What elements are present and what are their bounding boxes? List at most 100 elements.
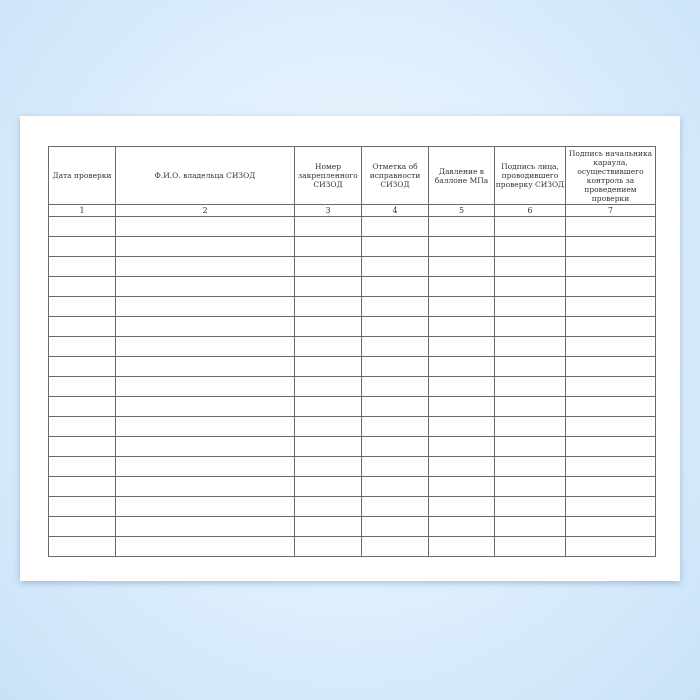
- table-cell: [48, 436, 116, 457]
- table-cell: [115, 476, 295, 497]
- table-cell: [565, 336, 656, 357]
- table-cell: [494, 356, 566, 377]
- table-cell: [565, 276, 656, 297]
- table-cell: [565, 416, 656, 437]
- inspection-log-table: Дата проверки Ф.И.О. владельца СИЗОД Ном…: [48, 146, 656, 557]
- header-owner-name: Ф.И.О. владельца СИЗОД: [115, 146, 295, 205]
- table-cell: [428, 276, 495, 297]
- table-cell: [361, 376, 429, 397]
- table-cell: [565, 236, 656, 257]
- header-serviceability: Отметка об исправности СИЗОД: [361, 146, 429, 205]
- table-cell: [361, 276, 429, 297]
- table-cell: [294, 236, 362, 257]
- table-row: [48, 396, 656, 417]
- table-cell: [428, 256, 495, 277]
- table-cell: [565, 356, 656, 377]
- header-row: Дата проверки Ф.И.О. владельца СИЗОД Ном…: [48, 146, 656, 205]
- table-cell: [48, 236, 116, 257]
- table-cell: [294, 336, 362, 357]
- column-number: 3: [294, 204, 362, 217]
- table-row: [48, 436, 656, 457]
- table-cell: [361, 236, 429, 257]
- header-pressure: Давление в баллоне МПа: [428, 146, 495, 205]
- table-cell: [494, 256, 566, 277]
- table-row: [48, 256, 656, 277]
- table-cell: [428, 296, 495, 317]
- table-cell: [294, 276, 362, 297]
- table-cell: [361, 536, 429, 557]
- table-cell: [48, 216, 116, 237]
- table-cell: [48, 336, 116, 357]
- table-cell: [494, 496, 566, 517]
- table-cell: [428, 336, 495, 357]
- table-cell: [48, 536, 116, 557]
- table-cell: [361, 496, 429, 517]
- table-cell: [115, 536, 295, 557]
- table-cell: [565, 256, 656, 277]
- table-row: [48, 336, 656, 357]
- table-cell: [428, 416, 495, 437]
- header-date: Дата проверки: [48, 146, 116, 205]
- table-cell: [115, 496, 295, 517]
- table-cell: [494, 456, 566, 477]
- column-number: 6: [494, 204, 566, 217]
- table-cell: [494, 416, 566, 437]
- table-cell: [565, 376, 656, 397]
- table-cell: [361, 256, 429, 277]
- table-row: [48, 296, 656, 317]
- table-cell: [361, 456, 429, 477]
- table-cell: [294, 416, 362, 437]
- table-cell: [361, 316, 429, 337]
- table-cell: [361, 216, 429, 237]
- table-row: [48, 476, 656, 497]
- table-cell: [565, 396, 656, 417]
- table-cell: [361, 436, 429, 457]
- table-cell: [115, 296, 295, 317]
- table-cell: [294, 436, 362, 457]
- table-cell: [115, 216, 295, 237]
- table-row: [48, 376, 656, 397]
- table-cell: [48, 316, 116, 337]
- table-cell: [294, 536, 362, 557]
- table-cell: [565, 516, 656, 537]
- table-cell: [565, 296, 656, 317]
- table-cell: [428, 356, 495, 377]
- header-inspector-signature: Подпись лица, проводившего проверку СИЗО…: [494, 146, 566, 205]
- table-cell: [428, 316, 495, 337]
- table-cell: [565, 436, 656, 457]
- table-row: [48, 416, 656, 437]
- table-cell: [294, 376, 362, 397]
- table-cell: [48, 476, 116, 497]
- table-cell: [115, 316, 295, 337]
- column-number: 1: [48, 204, 116, 217]
- table-cell: [494, 216, 566, 237]
- table-cell: [494, 316, 566, 337]
- table-cell: [115, 376, 295, 397]
- table-row: [48, 456, 656, 477]
- table-cell: [48, 376, 116, 397]
- table-cell: [494, 516, 566, 537]
- table-cell: [115, 416, 295, 437]
- table-cell: [565, 536, 656, 557]
- table-row: [48, 276, 656, 297]
- table-cell: [428, 536, 495, 557]
- table-cell: [48, 456, 116, 477]
- table-cell: [361, 356, 429, 377]
- column-number: 5: [428, 204, 495, 217]
- table-cell: [428, 516, 495, 537]
- table-cell: [48, 516, 116, 537]
- table-cell: [48, 276, 116, 297]
- table-cell: [48, 256, 116, 277]
- table-cell: [494, 296, 566, 317]
- table-cell: [115, 436, 295, 457]
- table-cell: [428, 396, 495, 417]
- table-row: [48, 236, 656, 257]
- column-number: 4: [361, 204, 429, 217]
- table-cell: [565, 456, 656, 477]
- header-device-number: Номер закрепленного СИЗОД: [294, 146, 362, 205]
- table-cell: [565, 316, 656, 337]
- table-cell: [361, 416, 429, 437]
- table-cell: [361, 336, 429, 357]
- table-cell: [115, 356, 295, 377]
- table-cell: [428, 476, 495, 497]
